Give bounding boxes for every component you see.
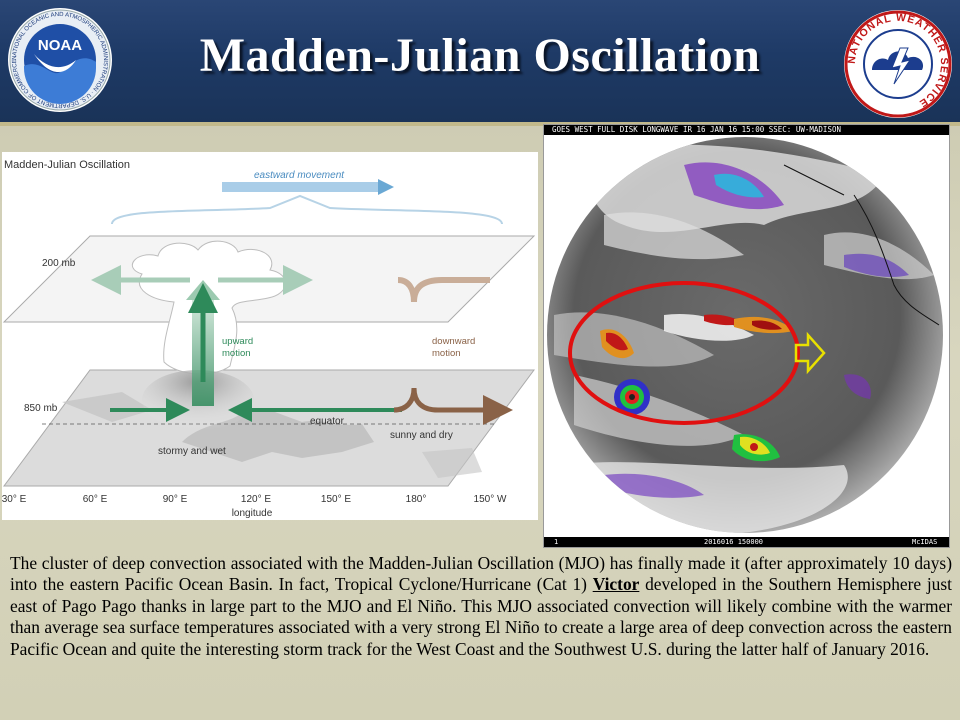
- upper-level-label: 200 mb: [42, 258, 76, 269]
- satellite-header: GOES WEST FULL DISK LONGWAVE IR 16 JAN 1…: [544, 125, 949, 135]
- caption-text: The cluster of deep convection associate…: [10, 553, 952, 660]
- longitude-axis-label: longitude: [232, 508, 273, 519]
- equator-label: equator: [310, 416, 345, 427]
- longitude-tick: 180°: [406, 494, 427, 505]
- mjo-highlight-circle: [568, 281, 800, 425]
- longitude-tick: 90° E: [163, 494, 188, 505]
- page-title: Madden-Julian Oscillation: [199, 29, 761, 82]
- satellite-footer-left: 1: [554, 538, 559, 546]
- satellite-footer-timestamp: 2016016 150000: [704, 538, 764, 546]
- eastward-label: eastward movement: [254, 170, 345, 181]
- downward-motion-label: downward motion: [432, 336, 478, 359]
- longitude-tick: 150° E: [321, 494, 351, 505]
- longitude-tick: 120° E: [241, 494, 271, 505]
- diagram-title: Madden-Julian Oscillation: [4, 159, 130, 171]
- lower-level-label: 850 mb: [24, 403, 58, 414]
- upward-motion-label: upward motion: [222, 336, 256, 359]
- brace: [111, 194, 503, 225]
- nws-logo: NATIONAL WEATHER SERVICE: [844, 10, 952, 118]
- longitude-axis: 30° E 60° E 90° E 120° E 150° E 180° 150…: [2, 494, 507, 505]
- caption-part-1: The cluster of deep convection associate…: [10, 553, 952, 595]
- satellite-footer: 1 2016016 150000 McIDAS: [544, 537, 949, 547]
- caption-part-2: developed in the Southern Hemisphere jus…: [10, 574, 952, 659]
- svg-text:NOAA: NOAA: [38, 37, 82, 54]
- sunny-label: sunny and dry: [390, 430, 453, 441]
- satellite-footer-right: McIDAS: [912, 538, 938, 546]
- title-banner: NATIONAL OCEANIC AND ATMOSPHERIC ADMINIS…: [0, 0, 960, 126]
- noaa-logo: NATIONAL OCEANIC AND ATMOSPHERIC ADMINIS…: [8, 8, 112, 112]
- longitude-tick: 150° W: [474, 494, 507, 505]
- storm-name: Victor: [592, 574, 640, 595]
- longitude-tick: 60° E: [83, 494, 108, 505]
- earth-disk: [544, 135, 949, 537]
- satellite-image: GOES WEST FULL DISK LONGWAVE IR 16 JAN 1…: [543, 124, 950, 548]
- longitude-tick: 30° E: [2, 494, 27, 505]
- eastward-direction-arrow-icon: [794, 331, 826, 375]
- stormy-label: stormy and wet: [158, 446, 226, 457]
- mjo-diagram: Madden-Julian Oscillation eastward movem…: [2, 152, 538, 520]
